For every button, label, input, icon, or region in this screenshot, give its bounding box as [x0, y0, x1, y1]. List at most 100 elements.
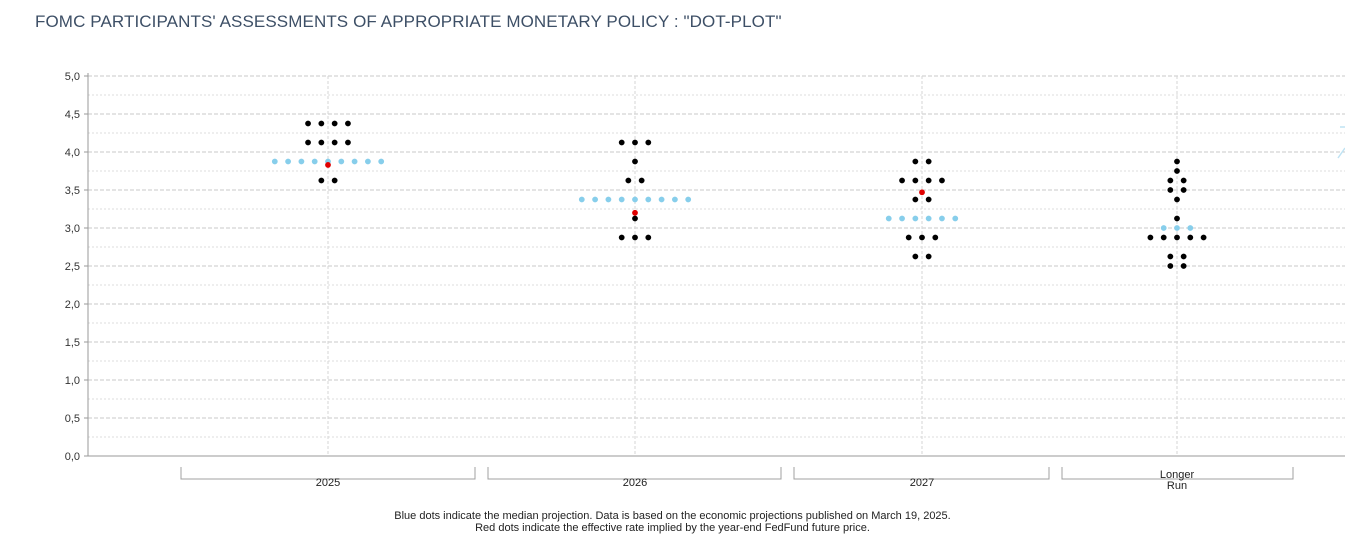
median-dot [885, 215, 892, 222]
edge-artifact [1337, 126, 1345, 159]
median-dot [658, 196, 665, 203]
participant-dot [925, 253, 932, 260]
participant-dot [345, 120, 351, 127]
edge-mark [1337, 126, 1345, 159]
y-tick-label: 4,5 [65, 109, 80, 121]
median-dot [925, 215, 932, 222]
category-bracket [793, 467, 1050, 480]
participant-dot [331, 177, 338, 184]
footnote-line-2: Red dots indicate the effective rate imp… [475, 522, 870, 534]
participant-dot [919, 234, 925, 241]
median-dot [899, 215, 905, 222]
y-tick-label: 1,0 [65, 375, 80, 387]
median-dot [618, 196, 625, 203]
participant-dot [1174, 158, 1180, 165]
category-label: Run [1167, 480, 1187, 492]
participant-dot [638, 177, 645, 184]
participant-dot [1147, 234, 1154, 241]
participant-dot [1187, 234, 1194, 241]
median-dot [351, 158, 358, 165]
participant-dot [1180, 177, 1187, 184]
participant-dot [305, 120, 311, 127]
dot-marks [271, 120, 1207, 269]
median-dot [939, 215, 945, 222]
participant-dot [1167, 187, 1174, 193]
participant-dot [912, 253, 919, 260]
market-implied-dot [632, 209, 638, 216]
participant-dot [1174, 234, 1180, 241]
participant-dot [632, 234, 638, 241]
participant-dot [625, 177, 632, 184]
y-tick-label: 1,5 [65, 337, 80, 349]
participant-dot [331, 139, 338, 146]
y-tick-label: 3,0 [65, 223, 80, 235]
chart-title: FOMC PARTICIPANTS' ASSESSMENTS OF APPROP… [35, 12, 782, 31]
y-tick-label: 2,5 [65, 261, 80, 273]
participant-dot [912, 196, 919, 203]
participant-dot [912, 158, 919, 165]
footnote: Blue dots indicate the median projection… [0, 510, 1345, 534]
participant-dot [305, 139, 311, 146]
median-dot [578, 196, 585, 203]
median-dot [298, 158, 305, 165]
median-dot [912, 215, 919, 222]
median-dot [592, 196, 598, 203]
participant-dot [345, 139, 351, 146]
participant-dot [632, 139, 638, 146]
median-dot [672, 196, 678, 203]
median-dot [365, 158, 371, 165]
category-bracket [180, 467, 476, 480]
median-dot [378, 158, 385, 165]
y-tick-label: 5,0 [65, 71, 80, 83]
median-dot [285, 158, 291, 165]
median-dot [1187, 225, 1194, 231]
category-bracket [1061, 467, 1294, 480]
participant-dot [1167, 253, 1174, 260]
median-dot [1174, 225, 1180, 231]
participant-dot [939, 177, 945, 184]
participant-dot [932, 234, 939, 241]
participant-dot [618, 139, 625, 146]
dot-plot-chart: 0,00,51,01,52,02,53,03,54,04,55,0 2025 20… [65, 71, 1345, 492]
participant-dot [912, 177, 919, 184]
y-tick-label: 3,5 [65, 185, 80, 197]
participant-dot [1174, 215, 1180, 222]
category-label: 2027 [910, 477, 934, 489]
median-dot [271, 158, 278, 165]
participant-dot [1200, 234, 1207, 241]
category-label: 2026 [623, 477, 647, 489]
y-tick-label: 2,0 [65, 299, 80, 311]
median-dot [685, 196, 692, 203]
participant-dot [1167, 263, 1174, 269]
market-implied-dot [919, 189, 925, 196]
category-bracket [487, 467, 782, 480]
participant-dot [318, 120, 325, 127]
median-dot [338, 158, 345, 165]
participant-dot [645, 234, 652, 241]
y-tick-label: 0,0 [65, 451, 80, 463]
participant-dot [905, 234, 912, 241]
participant-dot [925, 158, 932, 165]
category-label: 2025 [316, 477, 340, 489]
median-dot [605, 196, 612, 203]
participant-dot [618, 234, 625, 241]
participant-dot [318, 139, 325, 146]
participant-dot [1180, 253, 1187, 260]
grid-lines [88, 75, 1345, 457]
participant-dot [1160, 234, 1167, 241]
footnote-line-1: Blue dots indicate the median projection… [394, 510, 951, 522]
median-dot [952, 215, 959, 222]
participant-dot [899, 177, 905, 184]
participant-dot [925, 177, 932, 184]
participant-dot [925, 196, 932, 203]
median-dot [645, 196, 652, 203]
y-tick-label: 0,5 [65, 413, 80, 425]
category-label: Longer [1160, 469, 1195, 481]
participant-dot [1180, 263, 1187, 269]
participant-dot [1167, 177, 1174, 184]
median-dot [1160, 225, 1167, 231]
market-implied-dot [325, 162, 331, 168]
participant-dot [318, 177, 325, 184]
participant-dot [1174, 196, 1180, 203]
